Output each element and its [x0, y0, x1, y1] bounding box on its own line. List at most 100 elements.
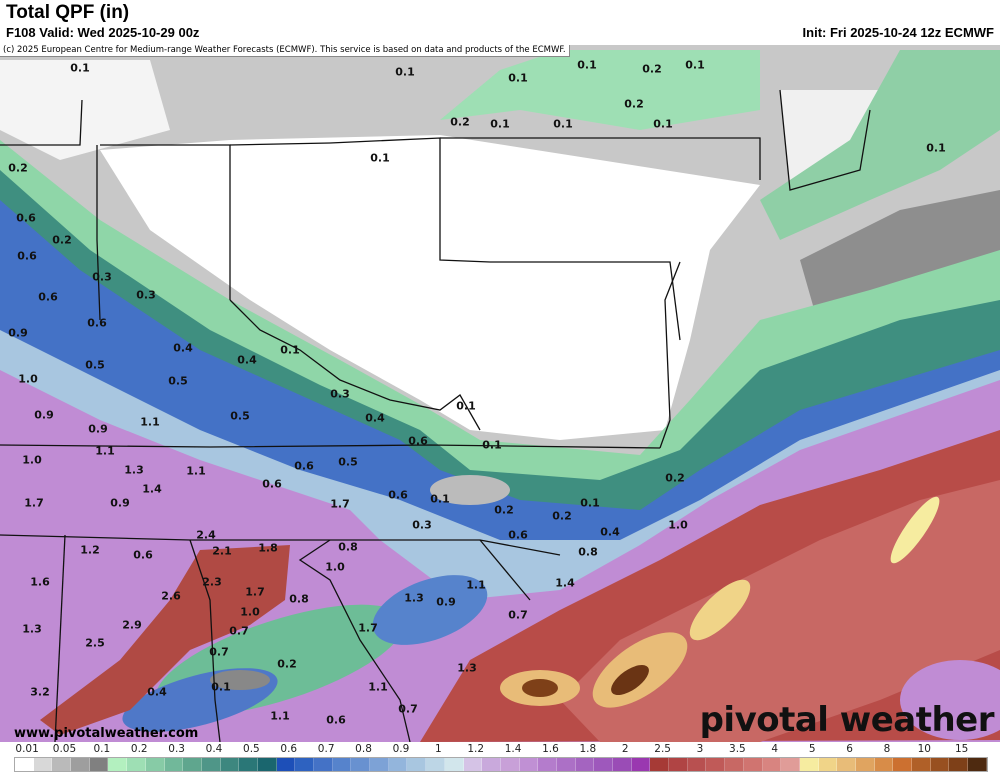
colorbar-swatch — [706, 758, 726, 771]
colorbar-swatch — [556, 758, 576, 771]
green-band-ocean-ne — [760, 50, 1000, 240]
colorbar-swatch — [837, 758, 856, 771]
blue-patch-sc — [372, 575, 488, 645]
colorbar-swatch — [444, 758, 464, 771]
colorbar-swatch — [239, 758, 258, 771]
colorbar-tick-label: 0.8 — [355, 743, 372, 755]
qpf-value-label: 0.1 — [685, 58, 705, 72]
colorbar-swatch — [500, 758, 520, 771]
colorbar-swatch — [687, 758, 707, 771]
qpf-value-label: 0.2 — [494, 503, 514, 517]
qpf-value-label: 0.1 — [490, 117, 510, 131]
qpf-value-label: 0.1 — [456, 399, 476, 413]
dry-region — [100, 135, 760, 440]
colorbar-tick-label: 3.5 — [729, 743, 746, 755]
colorbar-swatch — [781, 758, 800, 771]
colorbar-swatch — [71, 758, 90, 771]
qpf-value-label: 1.6 — [30, 575, 50, 589]
qpf-value-label: 1.1 — [95, 444, 115, 458]
gray-patch-ga — [210, 670, 270, 690]
colorbar-tick-label: 0.5 — [243, 743, 260, 755]
qpf-value-label: 0.6 — [262, 477, 282, 491]
qpf-value-label: 0.7 — [229, 624, 249, 638]
qpf-value-label: 0.1 — [508, 71, 528, 85]
colorbar-tick-label: 0.01 — [15, 743, 39, 755]
colorbar-swatch — [631, 758, 651, 771]
qpf-value-label: 0.2 — [552, 509, 572, 523]
colorbar-swatch — [407, 758, 427, 771]
colorbar-swatch — [295, 758, 314, 771]
qpf-value-label: 0.3 — [136, 288, 156, 302]
qpf-value-label: 0.1 — [580, 496, 600, 510]
qpf-value-label: 0.6 — [17, 249, 37, 263]
qpf-value-label: 1.1 — [270, 709, 290, 723]
qpf-value-label: 0.7 — [209, 645, 229, 659]
qpf-value-label: 0.4 — [237, 353, 257, 367]
qpf-value-label: 0.1 — [395, 65, 415, 79]
colorbar-tick-label: 1.2 — [467, 743, 485, 755]
qpf-value-label: 0.8 — [338, 540, 358, 554]
colorbar-swatch — [388, 758, 408, 771]
qpf-value-label: 0.6 — [326, 713, 346, 727]
colorbar-swatch — [855, 758, 875, 771]
colorbar-swatch — [370, 758, 389, 771]
qpf-value-label: 2.9 — [122, 618, 142, 632]
colorbar-tick-label: 1.4 — [504, 743, 522, 755]
qpf-value-label: 0.6 — [133, 548, 153, 562]
qpf-value-label: 0.1 — [926, 141, 946, 155]
colorbar-swatch — [538, 758, 557, 771]
colorbar-swatch — [183, 758, 202, 771]
colorbar-tick-label: 0.2 — [130, 743, 148, 755]
colorbar-swatch — [874, 758, 894, 771]
colorbar-swatch — [164, 758, 184, 771]
qpf-value-label: 1.4 — [555, 576, 575, 590]
qpf-value-label: 1.7 — [358, 621, 378, 635]
colorbar-swatch — [426, 758, 445, 771]
qpf-value-label: 1.0 — [18, 372, 38, 386]
qpf-value-label: 0.1 — [653, 117, 673, 131]
qpf-value-label: 1.7 — [24, 496, 44, 510]
qpf-value-label: 0.4 — [173, 341, 193, 355]
colorbar-swatch — [725, 758, 744, 771]
qpf-value-label: 0.4 — [147, 685, 167, 699]
colorbar-tick-label: 0.3 — [168, 743, 185, 755]
qpf-value-label: 0.5 — [230, 409, 250, 423]
qpf-value-label: 1.3 — [404, 591, 424, 605]
pivotal-weather-logo: pivotal weather — [699, 700, 995, 740]
heavy-rain-blob-3 — [689, 579, 751, 641]
qpf-value-label: 2.3 — [202, 575, 222, 589]
colorbar-swatches — [14, 757, 988, 772]
qpf-value-label: 0.4 — [365, 411, 385, 425]
copyright-notice: (c) 2025 European Centre for Medium-rang… — [0, 45, 570, 57]
heavy-rain-blob-4 — [890, 496, 940, 564]
qpf-value-label: 1.0 — [668, 518, 688, 532]
qpf-value-label: 1.7 — [245, 585, 265, 599]
qpf-value-label: 0.6 — [16, 211, 36, 225]
colorbar-swatch — [613, 758, 632, 771]
colorbar-tick-label: 4 — [771, 743, 779, 755]
colorbar-tick-label: 15 — [955, 743, 969, 755]
colorbar-swatch — [201, 758, 221, 771]
colorbar-swatch — [575, 758, 595, 771]
qpf-value-label: 0.9 — [436, 595, 456, 609]
colorbar-swatch — [799, 758, 819, 771]
website-url: www.pivotalweather.com — [14, 726, 199, 741]
qpf-value-label: 1.0 — [22, 453, 42, 467]
qpf-value-label: 1.7 — [330, 497, 350, 511]
colorbar-swatch — [949, 758, 969, 771]
qpf-value-label: 1.0 — [325, 560, 345, 574]
qpf-value-label: 0.2 — [450, 115, 470, 129]
qpf-value-label: 0.6 — [388, 488, 408, 502]
colorbar-swatch — [482, 758, 501, 771]
colorbar-labels: 0.01 0.05 0.1 0.2 0.3 0.4 0.5 0.6 0.7 0.8 0.9 1 1.2 1… — [0, 743, 1000, 756]
colorbar-tick-label: 0.4 — [205, 743, 223, 755]
colorbar-swatch — [818, 758, 838, 771]
qpf-value-label: 0.6 — [408, 434, 428, 448]
qpf-value-label: 0.5 — [85, 358, 105, 372]
colorbar-swatch — [669, 758, 688, 771]
colorbar-swatch — [314, 758, 333, 771]
colorbar-tick-label: 10 — [917, 743, 931, 755]
qpf-value-label: 0.5 — [338, 455, 358, 469]
qpf-value-label: 0.2 — [277, 657, 297, 671]
qpf-value-label: 0.1 — [482, 438, 502, 452]
